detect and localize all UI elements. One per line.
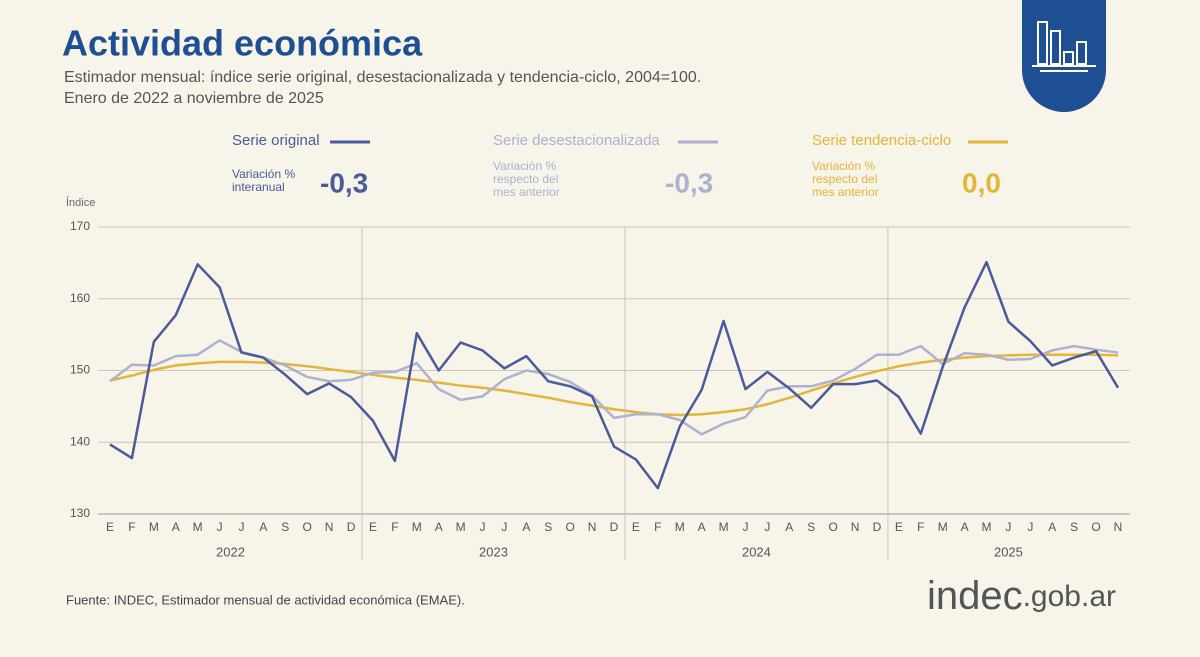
year-label: 2023 [479,544,508,559]
subtitle: Enero de 2022 a noviembre de 2025 [64,90,324,107]
x-tick-label: S [807,520,815,534]
x-tick-label: E [106,520,114,534]
stat-text: mes anterior [812,185,879,199]
x-tick-label: N [1114,520,1123,534]
x-tick-label: N [325,520,334,534]
x-tick-label: N [851,520,860,534]
x-tick-label: A [435,520,443,534]
x-tick-label: M [193,520,203,534]
stat-text: Variación % [493,159,556,173]
legend-label: Serie original [232,132,320,149]
x-tick-label: J [1005,520,1011,534]
chart-title: Actividad económica [62,23,423,64]
stat-text: Variación % [812,159,875,173]
x-tick-label: D [347,520,356,534]
year-label: 2024 [742,544,771,559]
y-axis-label: Índice [66,196,95,209]
x-tick-label: N [588,520,597,534]
x-tick-label: J [1027,520,1033,534]
x-tick-label: S [281,520,289,534]
x-tick-label: E [632,520,640,534]
x-tick-label: A [785,520,793,534]
x-tick-label: O [828,520,837,534]
x-tick-label: M [149,520,159,534]
stat-text: Variación % [232,167,295,181]
brand-domain: .gob.ar [1023,580,1116,613]
year-label: 2025 [994,544,1023,559]
x-tick-label: M [982,520,992,534]
x-tick-label: J [238,520,244,534]
x-tick-label: F [391,520,398,534]
x-tick-label: F [128,520,135,534]
x-tick-label: A [1048,520,1056,534]
x-tick-label: O [566,520,575,534]
stat-text: respecto del [493,172,558,186]
x-tick-label: A [259,520,267,534]
y-tick-label: 160 [70,291,90,305]
brand-main: indec [927,574,1023,618]
x-tick-label: D [873,520,882,534]
stat-value: -0,3 [665,167,713,198]
x-tick-label: J [764,520,770,534]
x-tick-label: J [217,520,223,534]
x-tick-label: M [938,520,948,534]
stat-text: mes anterior [493,185,560,199]
x-tick-label: A [961,520,969,534]
x-tick-label: M [412,520,422,534]
y-tick-label: 130 [70,506,90,520]
y-tick-label: 140 [70,434,90,448]
x-tick-label: J [480,520,486,534]
x-tick-label: S [1070,520,1078,534]
legend-label: Serie tendencia-ciclo [812,132,951,149]
stat-text: interanual [232,180,285,194]
legend-label: Serie desestacionalizada [493,132,660,149]
x-tick-label: F [917,520,924,534]
brand: indec.gob.ar [927,574,1116,618]
x-tick-label: M [719,520,729,534]
x-tick-label: E [895,520,903,534]
x-tick-label: J [501,520,507,534]
x-tick-label: A [522,520,530,534]
x-tick-label: M [456,520,466,534]
x-tick-label: A [698,520,706,534]
logo [1022,0,1106,112]
source: Fuente: INDEC, Estimador mensual de acti… [66,592,465,607]
x-tick-label: E [369,520,377,534]
year-label: 2022 [216,544,245,559]
stat-text: respecto del [812,172,877,186]
x-tick-label: A [172,520,180,534]
x-tick-label: O [303,520,312,534]
y-tick-label: 170 [70,219,90,233]
series-line [109,260,1120,490]
x-tick-label: F [654,520,661,534]
x-tick-label: J [742,520,748,534]
y-tick-label: 150 [70,363,90,377]
x-tick-label: D [610,520,619,534]
stat-value: -0,3 [320,167,368,198]
stat-value: 0,0 [962,167,1001,198]
x-tick-label: O [1091,520,1100,534]
x-tick-label: M [675,520,685,534]
series-line [109,339,1119,436]
subtitle: Estimador mensual: índice serie original… [64,69,701,86]
x-tick-label: S [544,520,552,534]
